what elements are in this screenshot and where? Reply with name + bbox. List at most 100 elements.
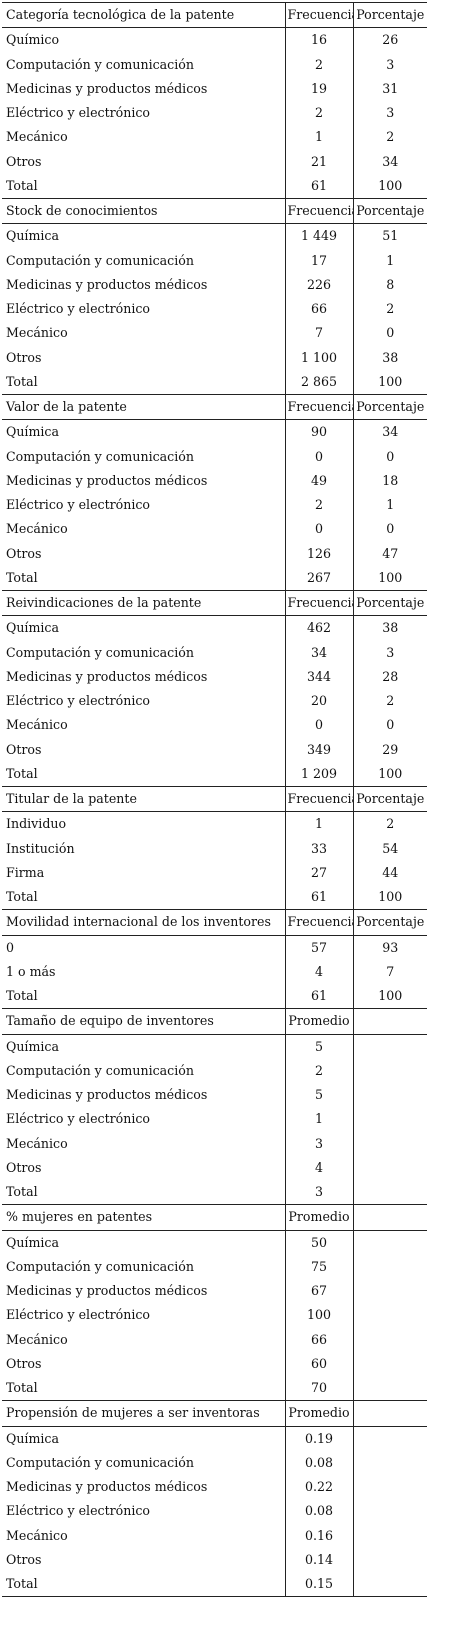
row-percent: 34	[352, 419, 427, 445]
row-percent	[352, 1450, 427, 1475]
table-row: 0 57 93	[2, 935, 427, 960]
row-label: Eléctrico y electrónico	[6, 1307, 151, 1323]
row-label: Eléctrico y electrónico	[6, 497, 151, 512]
section-header-row: Valor de la patente Frecuencia Porcentaje	[2, 393, 427, 421]
row-value: 61	[284, 984, 353, 1010]
row-value: 34	[284, 640, 353, 665]
row-value: 100	[284, 1303, 353, 1328]
row-value: 66	[284, 1327, 353, 1352]
row-value: 0.22	[284, 1475, 353, 1500]
row-percent	[352, 1107, 427, 1132]
row-label: Otros	[6, 1355, 42, 1371]
table-row: Otros 4	[2, 1155, 427, 1180]
row-percent	[352, 1426, 427, 1451]
row-value: 3	[284, 1131, 353, 1156]
row-label: Eléctrico y electrónico	[6, 301, 151, 316]
row-percent: 100	[352, 369, 427, 395]
row-percent: 51	[352, 223, 427, 249]
section-header-row: Tamaño de equipo de inventores Promedio	[2, 1008, 427, 1035]
table-row: Eléctrico y electrónico 66 2	[2, 297, 427, 322]
row-value: 0.15	[284, 1572, 353, 1598]
row-label: Total	[2, 885, 285, 911]
row-value: 20	[284, 689, 353, 714]
total-row: Total 267 100	[2, 565, 427, 591]
row-value: 61	[284, 885, 353, 911]
column-header-value: Frecuencia	[284, 909, 353, 936]
row-percent: 2	[352, 811, 427, 837]
row-label: Química	[6, 1038, 59, 1054]
row-label: Otros	[6, 741, 42, 757]
row-percent: 100	[352, 761, 427, 787]
row-label: Eléctrico y electrónico	[6, 105, 151, 120]
row-value: 2	[284, 1058, 353, 1083]
row-value: 21	[284, 149, 353, 174]
section-title: Valor de la patente	[2, 393, 285, 421]
row-value: 344	[284, 664, 353, 689]
row-value: 66	[284, 297, 353, 322]
row-value: 50	[284, 1230, 353, 1255]
row-value: 5	[284, 1034, 353, 1059]
row-percent: 38	[352, 345, 427, 370]
row-label: Otros	[6, 349, 42, 365]
row-percent: 34	[352, 149, 427, 174]
row-value: 67	[284, 1279, 353, 1304]
table-row: Individuo 1 2	[2, 811, 427, 837]
total-row: Total 61 100	[2, 173, 427, 199]
row-percent: 0	[352, 321, 427, 346]
section-header-row: % mujeres en patentes Promedio	[2, 1204, 427, 1231]
row-label: Total	[2, 565, 285, 591]
table-row: Computación y comunicación 2	[2, 1058, 427, 1083]
row-value: 70	[284, 1376, 353, 1402]
row-percent: 29	[352, 737, 427, 762]
row-value: 2	[284, 52, 353, 77]
table-row: Otros 21 34	[2, 149, 427, 174]
row-percent	[352, 1230, 427, 1255]
row-value: 267	[284, 565, 353, 591]
section-title: Propensión de mujeres a ser inventoras	[2, 1400, 285, 1427]
column-header-value: Frecuencia	[284, 1, 353, 29]
row-value: 226	[284, 272, 353, 297]
row-percent: 2	[352, 125, 427, 150]
total-row: Total 3	[2, 1180, 427, 1206]
row-label: Total	[2, 1180, 285, 1206]
row-percent	[352, 1547, 427, 1572]
column-header-value: Frecuencia	[284, 589, 353, 617]
row-value: 27	[284, 860, 353, 885]
row-value: 0.14	[284, 1547, 353, 1572]
section-title: Stock de conocimientos	[2, 197, 285, 225]
row-label: Computación y comunicación	[6, 1062, 194, 1078]
column-header-value: Frecuencia	[284, 197, 353, 225]
table-row: Químico 16 26	[2, 27, 427, 53]
row-label: 1 o más	[6, 963, 56, 979]
section-title: Titular de la patente	[2, 785, 285, 813]
table-row: Medicinas y productos médicos 0.22	[2, 1475, 427, 1500]
patent-statistics-table-container: Categoría tecnológica de la patente Frecu…	[2, 1, 427, 1598]
table-row: Firma 27 44	[2, 860, 427, 885]
row-value: 17	[284, 248, 353, 273]
table-row: Química 5	[2, 1034, 427, 1059]
row-value: 1 209	[284, 761, 353, 787]
table-row: Computación y comunicación 34 3	[2, 640, 427, 665]
row-percent	[352, 1180, 427, 1206]
column-header-value: Promedio	[284, 1400, 353, 1427]
column-header-value: Promedio	[284, 1204, 353, 1231]
row-label: Mecánico	[6, 1527, 68, 1543]
row-label: Eléctrico y electrónico	[6, 1503, 151, 1519]
row-label: 0	[6, 939, 15, 955]
section-title: Tamaño de equipo de inventores	[2, 1008, 285, 1035]
row-label: Computación y comunicación	[6, 644, 194, 660]
row-label: Medicinas y productos médicos	[6, 1283, 208, 1298]
column-header-percent: Porcentaje	[352, 909, 427, 936]
total-row: Total 61 100	[2, 885, 427, 911]
table-row: Eléctrico y electrónico 2 3	[2, 101, 427, 126]
table-row: Química 1 449 51	[2, 223, 427, 249]
row-value: 1	[284, 125, 353, 150]
total-row: Total 1 209 100	[2, 761, 427, 787]
row-label: Química	[6, 1234, 59, 1250]
row-label: Individuo	[6, 816, 67, 832]
column-header-value: Frecuencia	[284, 785, 353, 813]
row-percent	[352, 1034, 427, 1059]
total-row: Total 70	[2, 1376, 427, 1402]
table-row: Mecánico 0.16	[2, 1523, 427, 1548]
row-label: Mecánico	[6, 325, 68, 341]
